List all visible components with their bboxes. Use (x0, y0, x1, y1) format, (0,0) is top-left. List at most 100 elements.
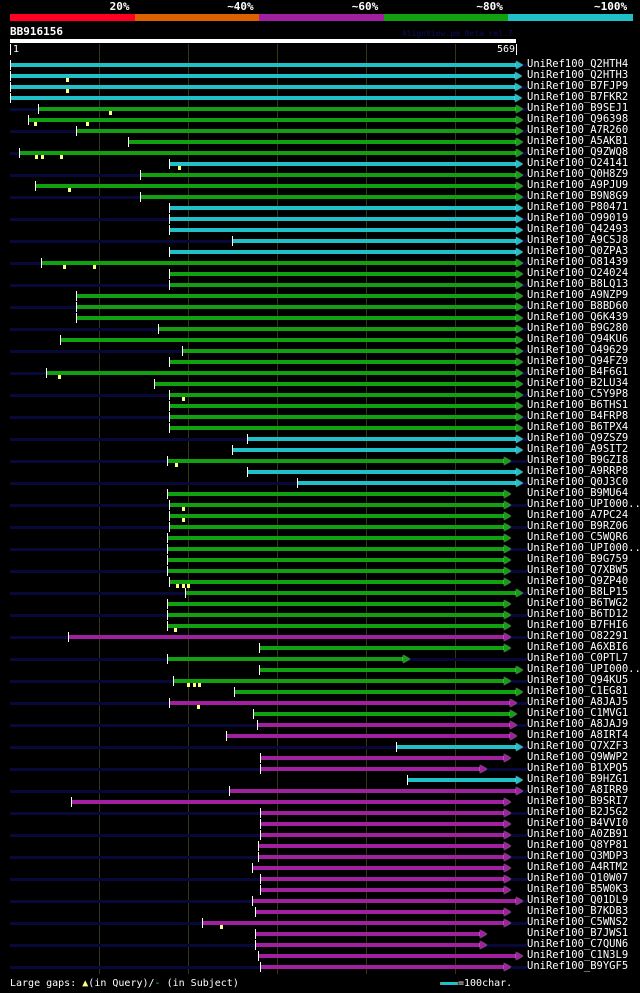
hit-row[interactable]: UniRef100_C1N3L9 (0, 949, 640, 962)
alignment-bar[interactable] (256, 723, 510, 727)
alignment-bar[interactable] (407, 778, 516, 782)
alignment-bar[interactable] (75, 129, 516, 133)
alignment-bar[interactable] (166, 613, 504, 617)
hit-label[interactable]: UniRef100_B6TWG2 (527, 597, 629, 609)
hit-row[interactable]: UniRef100_B7FHI6 (0, 619, 640, 632)
hit-row[interactable]: UniRef100_B9SRI7 (0, 795, 640, 808)
hit-row[interactable]: UniRef100_B4VVI0 (0, 817, 640, 830)
hit-label[interactable]: UniRef100_Q0ZPA3 (527, 245, 629, 257)
hit-row[interactable]: UniRef100_Q3MDP3 (0, 850, 640, 863)
hit-row[interactable]: UniRef100_B8LP15 (0, 586, 640, 599)
alignment-bar[interactable] (233, 690, 516, 694)
alignment-bar[interactable] (18, 151, 516, 155)
hit-row[interactable]: UniRef100_Q9WWP2 (0, 751, 640, 764)
hit-row[interactable]: UniRef100_B2J5G2 (0, 806, 640, 819)
hit-row[interactable]: UniRef100_Q0ZPA3 (0, 245, 640, 258)
alignment-bar[interactable] (169, 162, 516, 166)
hit-row[interactable]: UniRef100_B8LQ13 (0, 278, 640, 291)
alignment-bar[interactable] (185, 591, 516, 595)
alignment-bar[interactable] (254, 943, 481, 947)
hit-label[interactable]: UniRef100_B9N8G9 (527, 190, 629, 202)
hit-row[interactable]: UniRef100_A0ZB91 (0, 828, 640, 841)
hit-label[interactable]: UniRef100_O81439 (527, 256, 629, 268)
hit-label[interactable]: UniRef100_B9G759 (527, 553, 629, 565)
hit-label[interactable]: UniRef100_O49629 (527, 344, 629, 356)
hit-row[interactable]: UniRef100_Q0J3C0 (0, 476, 640, 489)
hit-row[interactable]: UniRef100_Q9ZWQ8 (0, 146, 640, 159)
alignment-bar[interactable] (166, 624, 504, 628)
hit-row[interactable]: UniRef100_B2LU34 (0, 377, 640, 390)
hit-row[interactable]: UniRef100_B6TWG2 (0, 597, 640, 610)
hit-row[interactable]: UniRef100_Q2HTH4 (0, 58, 640, 71)
hit-row[interactable]: UniRef100_Q9ZSZ9 (0, 432, 640, 445)
alignment-bar[interactable] (231, 239, 516, 243)
hit-row[interactable]: UniRef100_Q01DL9 (0, 894, 640, 907)
alignment-bar[interactable] (127, 140, 516, 144)
hit-label[interactable]: UniRef100_UPI000.. (527, 498, 640, 510)
hit-row[interactable]: UniRef100_A9PJU9 (0, 179, 640, 192)
alignment-bar[interactable] (154, 382, 516, 386)
alignment-bar[interactable] (173, 679, 504, 683)
hit-label[interactable]: UniRef100_A9PJU9 (527, 179, 629, 191)
hit-label[interactable]: UniRef100_Q94KU6 (527, 333, 629, 345)
hit-label[interactable]: UniRef100_A9SIT2 (527, 443, 629, 455)
hit-label[interactable]: UniRef100_UPI000.. (527, 663, 640, 675)
hit-label[interactable]: UniRef100_Q01DL9 (527, 894, 629, 906)
hit-row[interactable]: UniRef100_B9G280 (0, 322, 640, 335)
alignment-bar[interactable] (75, 316, 516, 320)
hit-label[interactable]: UniRef100_C1N3L9 (527, 949, 629, 961)
hit-label[interactable]: UniRef100_C0PTL7 (527, 652, 629, 664)
hit-row[interactable]: UniRef100_UPI000.. (0, 542, 640, 555)
alignment-bar[interactable] (252, 899, 516, 903)
hit-row[interactable]: UniRef100_B7FJP9 (0, 80, 640, 93)
alignment-bar[interactable] (157, 327, 516, 331)
alignment-bar[interactable] (257, 844, 504, 848)
hit-label[interactable]: UniRef100_Q42493 (527, 223, 629, 235)
hit-row[interactable]: UniRef100_Q2HTH3 (0, 69, 640, 82)
hit-row[interactable]: UniRef100_A9RRP8 (0, 465, 640, 478)
hit-row[interactable]: UniRef100_Q9ZP40 (0, 575, 640, 588)
alignment-bar[interactable] (10, 85, 516, 89)
hit-label[interactable]: UniRef100_Q96398 (527, 113, 629, 125)
hit-row[interactable]: UniRef100_B9G759 (0, 553, 640, 566)
hit-label[interactable]: UniRef100_B2J5G2 (527, 806, 629, 818)
hit-label[interactable]: UniRef100_B2LU34 (527, 377, 629, 389)
alignment-bar[interactable] (169, 272, 516, 276)
hit-row[interactable]: UniRef100_O81439 (0, 256, 640, 269)
hit-label[interactable]: UniRef100_Q9ZWQ8 (527, 146, 629, 158)
hit-label[interactable]: UniRef100_A7PC24 (527, 509, 629, 521)
alignment-bar[interactable] (169, 228, 516, 232)
alignment-bar[interactable] (166, 558, 504, 562)
hit-row[interactable]: UniRef100_O24024 (0, 267, 640, 280)
alignment-bar[interactable] (395, 745, 516, 749)
alignment-bar[interactable] (169, 283, 516, 287)
hit-row[interactable]: UniRef100_A8JAJ9 (0, 718, 640, 731)
alignment-bar[interactable] (169, 217, 516, 221)
alignment-bar[interactable] (37, 107, 516, 111)
alignment-bar[interactable] (166, 569, 504, 573)
hit-label[interactable]: UniRef100_C7QUN6 (527, 938, 629, 950)
hit-row[interactable]: UniRef100_Q10W07 (0, 872, 640, 885)
hit-label[interactable]: UniRef100_Q2HTH3 (527, 69, 629, 81)
hit-row[interactable]: UniRef100_P80471 (0, 201, 640, 214)
hit-label[interactable]: UniRef100_B9MU64 (527, 487, 629, 499)
hit-label[interactable]: UniRef100_B9G280 (527, 322, 629, 334)
hit-row[interactable]: UniRef100_C5WNS2 (0, 916, 640, 929)
hit-row[interactable]: UniRef100_B6TD12 (0, 608, 640, 621)
alignment-bar[interactable] (257, 954, 516, 958)
hit-row[interactable]: UniRef100_B9RZ06 (0, 520, 640, 533)
alignment-bar[interactable] (140, 195, 516, 199)
hit-label[interactable]: UniRef100_O99019 (527, 212, 629, 224)
hit-label[interactable]: UniRef100_Q9ZSZ9 (527, 432, 629, 444)
alignment-bar[interactable] (166, 547, 504, 551)
alignment-bar[interactable] (254, 910, 504, 914)
hit-row[interactable]: UniRef100_B1XPQ5 (0, 762, 640, 775)
alignment-bar[interactable] (260, 965, 504, 969)
hit-row[interactable]: UniRef100_B4FRP8 (0, 410, 640, 423)
hit-label[interactable]: UniRef100_B6TD12 (527, 608, 629, 620)
hit-row[interactable]: UniRef100_B8BD60 (0, 300, 640, 313)
alignment-bar[interactable] (166, 536, 504, 540)
alignment-bar[interactable] (41, 261, 516, 265)
hit-label[interactable]: UniRef100_A6XBI6 (527, 641, 629, 653)
alignment-bar[interactable] (45, 371, 516, 375)
